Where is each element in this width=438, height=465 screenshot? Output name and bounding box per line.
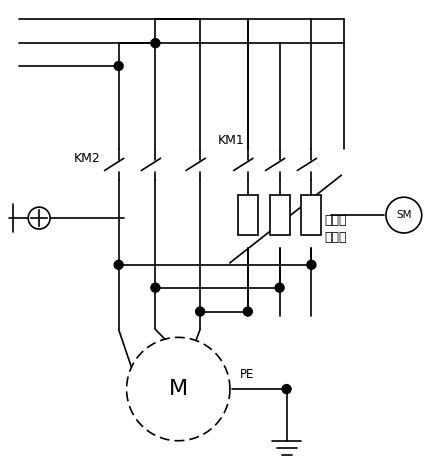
Circle shape — [307, 260, 316, 269]
Circle shape — [151, 283, 160, 292]
Text: KM2: KM2 — [74, 152, 101, 165]
Circle shape — [386, 197, 422, 233]
Circle shape — [151, 39, 160, 47]
Text: KM1: KM1 — [218, 134, 245, 147]
Circle shape — [275, 283, 284, 292]
Circle shape — [114, 61, 123, 71]
Bar — [238, 195, 258, 235]
Text: M: M — [169, 379, 188, 399]
Text: 可调液: 可调液 — [324, 213, 347, 226]
Bar — [301, 195, 321, 235]
Circle shape — [244, 307, 252, 316]
Circle shape — [28, 207, 50, 229]
Bar — [270, 195, 290, 235]
Circle shape — [114, 260, 123, 269]
Text: PE: PE — [240, 368, 254, 381]
Circle shape — [196, 307, 205, 316]
Text: SM: SM — [396, 210, 412, 220]
Text: 体电阻: 体电阻 — [324, 232, 347, 245]
Circle shape — [282, 385, 291, 393]
